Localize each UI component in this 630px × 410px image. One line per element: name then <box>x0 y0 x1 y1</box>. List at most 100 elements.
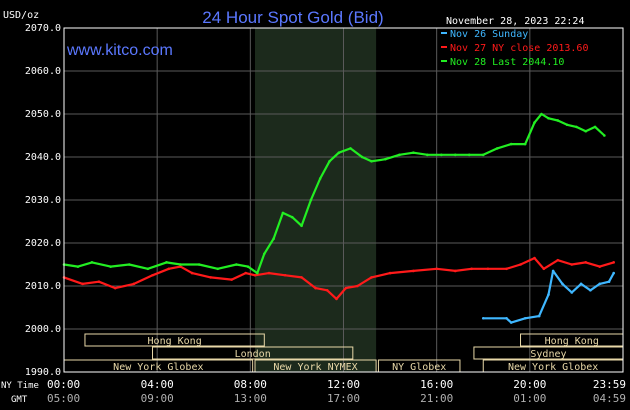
series-2-point <box>533 256 536 260</box>
series-2-point <box>113 286 117 290</box>
x-tick-label-gmt: 04:59 <box>593 392 626 405</box>
series-1-point <box>570 291 574 294</box>
legend: November 28, 2023 22:24 Nov 26 Sunday No… <box>441 16 588 68</box>
series-3-point <box>179 263 182 266</box>
series-2-point <box>519 263 522 266</box>
series-2-point <box>435 267 438 271</box>
legend-entry-1: Nov 26 Sunday <box>450 29 528 40</box>
x-tick-label-ny: 12:00 <box>327 378 360 391</box>
y-tick-label: 2070.0 <box>25 23 61 34</box>
series-2-point <box>167 267 171 271</box>
series-3-point <box>481 153 485 157</box>
series-2-point <box>244 271 247 275</box>
y-tick-label: 1990.0 <box>25 367 61 378</box>
series-3-point <box>165 261 168 264</box>
series-2-point <box>470 267 473 271</box>
series-2-point <box>542 267 546 271</box>
series-2-point <box>81 282 84 286</box>
series-3-point <box>593 125 597 129</box>
series-2-point <box>505 267 508 271</box>
series-2-point <box>612 261 615 264</box>
x-tick-label-gmt: 21:00 <box>420 392 453 405</box>
series-2-point <box>388 271 392 275</box>
series-3-point <box>328 160 331 163</box>
series-2-point <box>356 284 359 288</box>
legend-timestamp: November 28, 2023 22:24 <box>446 16 584 27</box>
series-3-point <box>440 153 443 157</box>
session-label: NY Globex <box>392 362 446 373</box>
series-1-point <box>523 316 527 320</box>
series-3-point <box>584 129 588 133</box>
series-2-point <box>253 273 257 277</box>
x-tick-label-ny: 16:00 <box>420 378 453 391</box>
legend-entry-3: Nov 28 Last 2044.10 <box>450 57 564 68</box>
series-2-point <box>230 278 233 281</box>
series-2-point <box>584 261 588 264</box>
series-3-point <box>523 142 527 146</box>
chart-title: 24 Hour Spot Gold (Bid) <box>202 8 383 27</box>
series-3-point <box>263 252 266 256</box>
series-3-point <box>290 215 294 219</box>
series-1-point <box>509 321 513 324</box>
series-2-point <box>267 271 271 275</box>
series-1-point <box>481 316 485 320</box>
series-3-point <box>76 265 80 268</box>
series-3-point <box>109 265 112 268</box>
x-tick-label-ny: 08:00 <box>234 378 267 391</box>
series-3-point <box>547 117 550 120</box>
series-1-point <box>598 282 602 286</box>
series-2-point <box>344 286 348 290</box>
series-2-point <box>556 258 560 262</box>
series-2-point <box>314 286 317 290</box>
x-tick-label-ny: 04:00 <box>141 378 174 391</box>
y-tick-label: 2020.0 <box>25 238 61 249</box>
x-tick-label-ny: 00:00 <box>47 378 80 391</box>
series-3-point <box>565 123 569 127</box>
series-3-point <box>384 157 387 161</box>
y-tick-label: 2010.0 <box>25 281 61 292</box>
series-3-point <box>412 151 415 154</box>
series-1-point <box>561 282 564 286</box>
y-tick-label: 2040.0 <box>25 152 61 163</box>
series-3-point <box>337 151 341 154</box>
series-3-point <box>575 125 578 129</box>
series-3-point <box>256 271 259 275</box>
legend-entry-2: Nov 27 NY close 2013.60 <box>450 43 588 54</box>
series-1-point <box>607 280 611 284</box>
series-3-point <box>540 112 543 116</box>
series-3-point <box>454 153 457 157</box>
series-1-point <box>551 269 555 273</box>
session-label: Sydney <box>530 349 566 360</box>
series-2-point <box>179 265 182 268</box>
series-3-point <box>309 198 313 202</box>
series-2-point <box>486 267 490 271</box>
series-3-point <box>281 211 285 215</box>
x-tick-label-gmt: 05:00 <box>47 392 80 405</box>
series-2-point <box>370 276 373 279</box>
x-tick-labels: 00:00 04:00 08:00 12:00 16:00 20:00 23:59 05:00… <box>47 378 626 405</box>
session-bar <box>152 346 354 360</box>
series-3-point <box>272 237 275 240</box>
x-tick-label-ny: 23:59 <box>593 378 626 391</box>
series-line-1 <box>483 269 615 324</box>
series-1-point <box>579 282 583 286</box>
session-label: London <box>235 349 271 360</box>
session-label: New York Globex <box>508 362 598 373</box>
y-axis-label: USD/oz <box>3 10 39 21</box>
series-3-point <box>370 160 373 163</box>
session-label: New York Globex <box>113 362 203 373</box>
x-row-label-ny: NY Time <box>1 381 39 391</box>
series-1-point <box>537 314 541 318</box>
series-2-point <box>283 273 287 277</box>
series-3-point <box>533 121 536 124</box>
grid-lines <box>64 27 623 373</box>
series-3-point <box>127 263 131 266</box>
series-3-point <box>495 147 499 150</box>
session-bar <box>84 333 265 347</box>
series-2-point <box>132 282 136 286</box>
series-3-point <box>197 263 201 266</box>
series-2-point <box>570 263 574 266</box>
series-3-point <box>318 177 322 180</box>
series-2-point <box>151 273 154 277</box>
